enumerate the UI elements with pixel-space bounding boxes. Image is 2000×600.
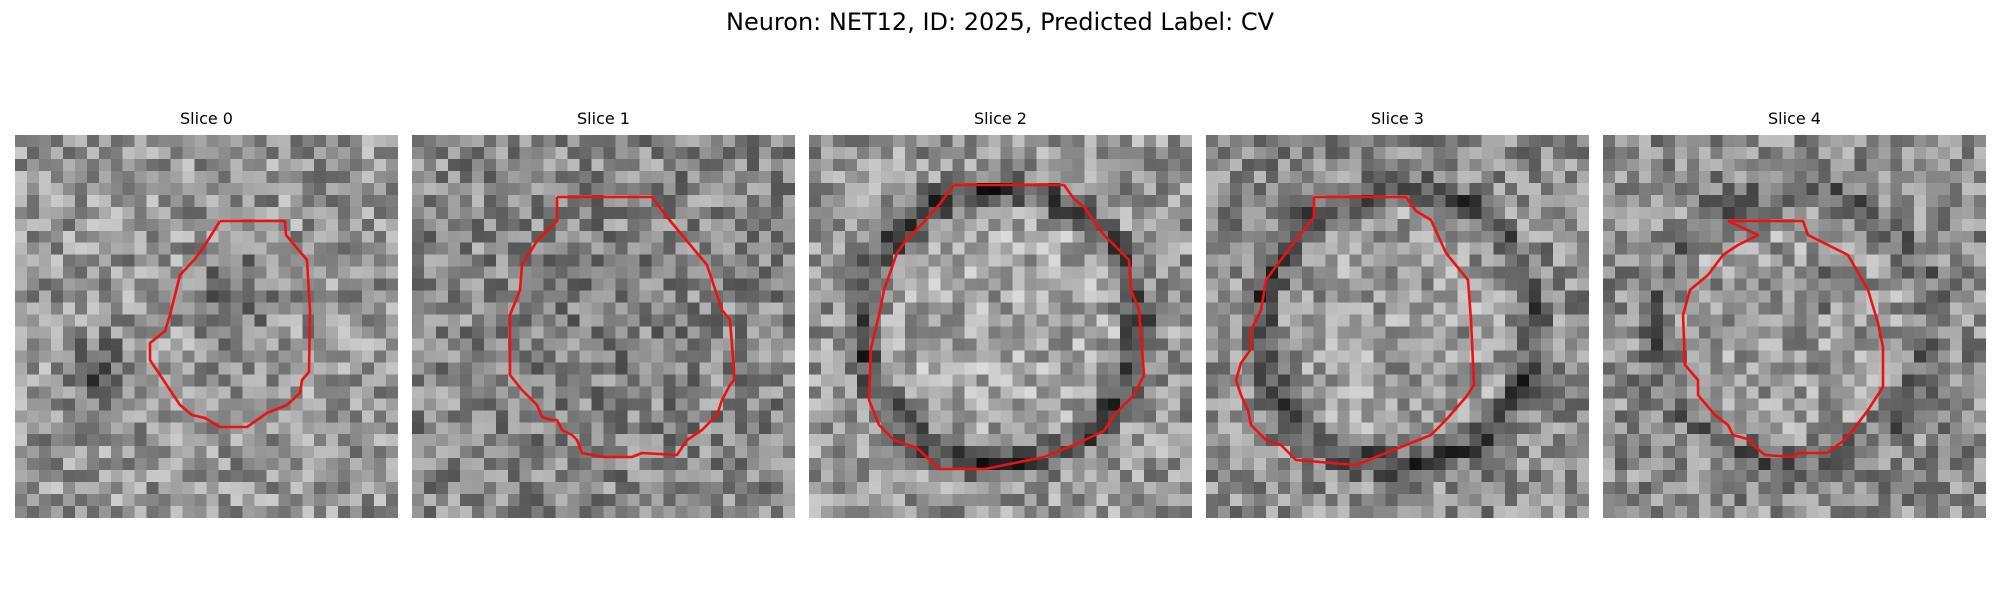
- slice-contour-3: [1234, 195, 1476, 467]
- slice-image-2: [809, 135, 1192, 518]
- slice-contour-1: [508, 195, 736, 459]
- slice-image-0: [15, 135, 398, 518]
- slice-title-0: Slice 0: [180, 109, 233, 128]
- slice-image-3: [1206, 135, 1589, 518]
- slice-contour-0: [148, 219, 312, 429]
- slice-title-1: Slice 1: [577, 109, 630, 128]
- slice-title-2: Slice 2: [974, 109, 1027, 128]
- slice-panel-4: [1603, 135, 1986, 518]
- slice-panel-3: [1206, 135, 1589, 518]
- slice-contour-4: [1681, 219, 1885, 459]
- slice-panel-2: [809, 135, 1192, 518]
- figure-title: Neuron: NET12, ID: 2025, Predicted Label…: [726, 8, 1274, 36]
- slice-panel-0: [15, 135, 398, 518]
- slice-panel-1: [412, 135, 795, 518]
- slice-contour-2: [867, 183, 1146, 471]
- slice-title-4: Slice 4: [1768, 109, 1821, 128]
- slice-title-3: Slice 3: [1371, 109, 1424, 128]
